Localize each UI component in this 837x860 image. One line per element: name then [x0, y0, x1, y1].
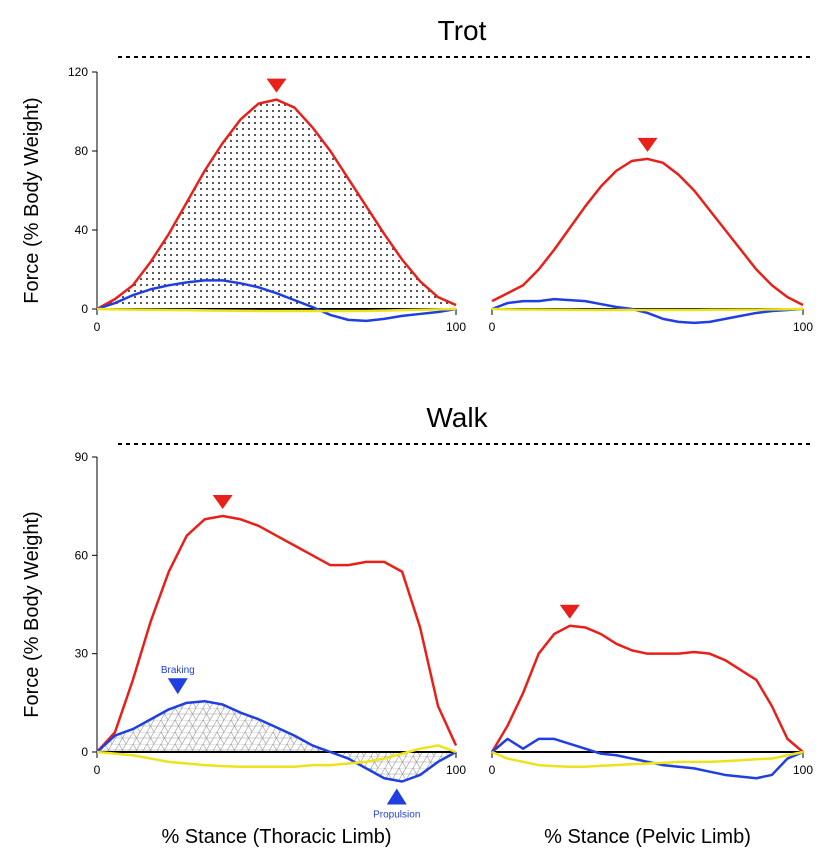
- x-tick-label: 100: [446, 763, 466, 777]
- series-line: [96, 744, 457, 768]
- series-line: [491, 297, 804, 325]
- series-line: [96, 699, 457, 783]
- y-tick-label: 120: [68, 65, 88, 79]
- x-tick-label: 100: [446, 320, 466, 334]
- annotation-marker: [386, 788, 407, 805]
- series-line: [96, 307, 457, 313]
- series-line: [491, 157, 804, 307]
- y-tick-label: 60: [75, 548, 89, 562]
- x-tick-label: 0: [489, 763, 496, 777]
- panel-title: Walk: [426, 402, 488, 433]
- series-line: [96, 514, 458, 753]
- peak-marker: [266, 78, 287, 93]
- annotation-label: Braking: [161, 665, 195, 676]
- series-line: [96, 98, 457, 311]
- y-tick-label: 40: [75, 223, 89, 237]
- y-tick-label: 90: [75, 450, 89, 464]
- series-line: [490, 624, 804, 753]
- x-axis-label: % Stance (Thoracic Limb): [161, 826, 391, 848]
- x-tick-label: 0: [94, 763, 101, 777]
- annotation-marker: [167, 678, 188, 695]
- x-tick-label: 0: [94, 320, 101, 334]
- shaded-area: [97, 99, 456, 310]
- y-axis-label: Force (% Body Weight): [21, 97, 43, 303]
- y-tick-label: 0: [81, 302, 88, 316]
- annotation-label: Propulsion: [373, 810, 420, 821]
- y-tick-label: 80: [75, 144, 89, 158]
- y-axis-label: Force (% Body Weight): [21, 511, 43, 717]
- peak-marker: [212, 495, 233, 509]
- x-tick-label: 0: [489, 320, 496, 334]
- y-tick-label: 0: [81, 745, 88, 759]
- series-line: [491, 737, 804, 780]
- peak-marker: [637, 137, 658, 152]
- peak-marker: [559, 604, 580, 619]
- shaded-area: [97, 701, 456, 782]
- x-axis-label: % Stance (Pelvic Limb): [544, 826, 751, 848]
- x-tick-label: 100: [793, 320, 813, 334]
- series-line: [96, 279, 457, 323]
- series-line: [491, 307, 804, 312]
- x-tick-label: 100: [793, 763, 813, 777]
- panel-title: Trot: [438, 15, 487, 46]
- series-line: [491, 750, 804, 768]
- y-tick-label: 30: [75, 647, 89, 661]
